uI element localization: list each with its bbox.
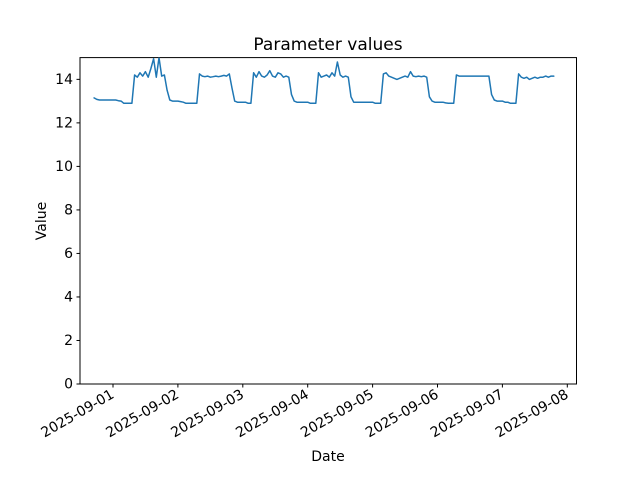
y-tick-label: 8 [64,202,73,218]
x-tick-label: 2025-09-05 [298,387,376,442]
x-tick-label: 2025-09-03 [168,387,246,442]
x-tick-label: 2025-09-06 [363,387,442,442]
y-axis-label: Value [34,202,50,240]
y-tick-label: 4 [64,289,73,305]
x-tick-label: 2025-09-04 [233,387,312,442]
x-tick-label: 2025-09-02 [103,387,181,442]
y-tick-label: 0 [64,377,73,393]
y-axis-ticks: 0 2 4 6 8 10 12 14 [55,72,80,393]
x-tick-label: 2025-09-08 [493,387,571,442]
y-tick-label: 10 [55,159,73,175]
x-tick-label: 2025-09-01 [39,387,117,442]
x-axis-label: Date [311,449,344,465]
chart-title: Parameter values [253,35,402,55]
data-line-series [93,57,555,105]
y-tick-label: 14 [55,72,73,88]
plot-area-border [79,57,577,385]
y-tick-label: 6 [64,246,73,262]
plot-area [93,57,555,105]
x-axis-ticks: 2025-09-012025-09-022025-09-032025-09-04… [39,384,571,442]
y-tick-label: 12 [55,115,73,131]
y-tick-label: 2 [64,333,73,349]
x-tick-label: 2025-09-07 [428,387,506,442]
